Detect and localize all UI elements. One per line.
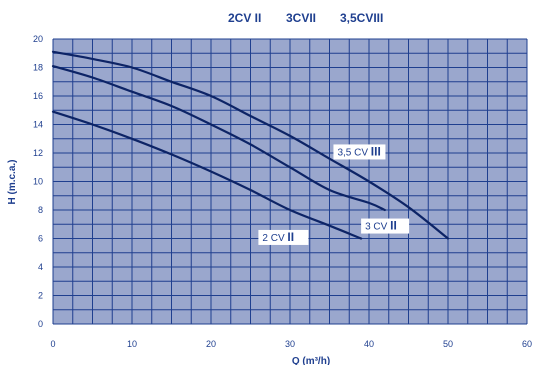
curve-label: 3,5 CV III <box>337 144 380 158</box>
y-tick-label: 14 <box>33 120 43 130</box>
grid-lines <box>52 38 528 325</box>
curve-label-roman: II <box>287 230 294 244</box>
x-tick-label: 10 <box>127 339 137 349</box>
curve-labels: 2 CV II3 CV II3,5 CV III <box>258 144 410 245</box>
y-tick-label: 4 <box>38 262 43 272</box>
legend-3-5cv: 3,5CVIII <box>340 11 383 25</box>
series-line <box>51 50 450 240</box>
curve-label-main: 3 CV <box>365 222 390 233</box>
x-tick-label: 40 <box>364 339 374 349</box>
curves <box>51 50 450 240</box>
curve-label: 2 CV II <box>262 230 294 244</box>
y-tick-label: 16 <box>33 91 43 101</box>
curve-label-box <box>361 218 410 234</box>
x-tick-label: 30 <box>285 339 295 349</box>
curve-label-box <box>333 144 386 160</box>
x-tick-label: 60 <box>522 339 532 349</box>
legend-top: 2CV II 3CVII 3,5CVIII <box>228 11 383 25</box>
x-axis-title: Q (m³/h) <box>292 356 330 365</box>
y-tick-label: 6 <box>38 234 43 244</box>
y-tick-label: 20 <box>33 34 43 44</box>
legend-3cv: 3CVII <box>286 11 316 25</box>
y-tick-label: 8 <box>38 205 43 215</box>
series-line <box>51 110 363 240</box>
x-tick-label: 0 <box>50 339 55 349</box>
y-tick-label: 2 <box>38 291 43 301</box>
curve-label-main: 3,5 CV <box>337 147 370 158</box>
curve-label-main: 2 CV <box>262 233 287 244</box>
x-tick-label: 50 <box>443 339 453 349</box>
y-axis-title: H (m.c.a.) <box>7 159 18 204</box>
y-tick-label: 12 <box>33 148 43 158</box>
curve-label-roman: II <box>390 219 397 233</box>
x-tick-label: 20 <box>206 339 216 349</box>
y-tick-label: 18 <box>33 63 43 73</box>
curve-label: 3 CV II <box>365 219 397 233</box>
series-line <box>51 65 386 212</box>
y-tick-label: 0 <box>38 319 43 329</box>
curve-label-box <box>258 229 309 245</box>
tick-labels: 0 10 20 30 40 50 60 0 2 4 6 8 10 12 14 16 18 20 <box>33 34 532 349</box>
curve-label-roman: III <box>371 144 381 158</box>
y-tick-label: 10 <box>33 177 43 187</box>
legend-2cv: 2CV II <box>228 11 261 25</box>
